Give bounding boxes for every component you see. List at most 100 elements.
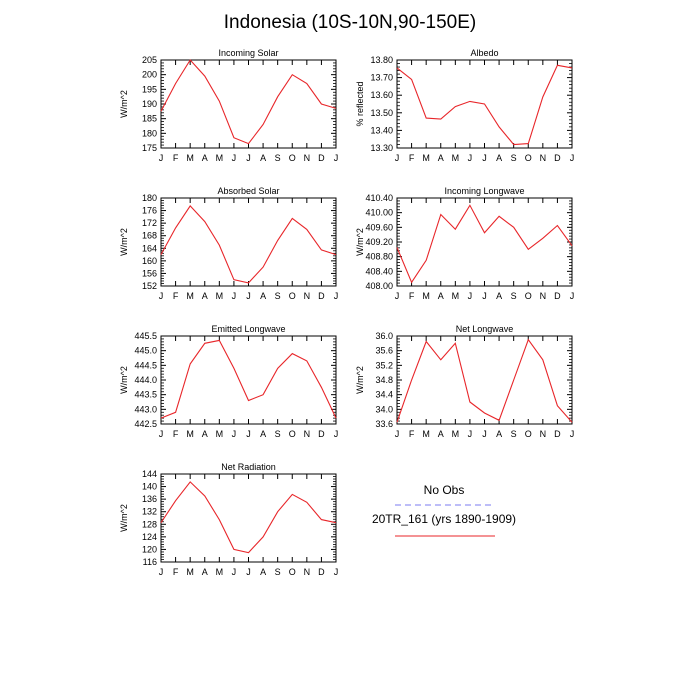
x-tick-label: J: [232, 429, 237, 439]
x-tick-label: J: [334, 153, 339, 163]
series-line: [396, 204, 573, 284]
x-tick-label: N: [540, 153, 547, 163]
y-tick-label: 190: [142, 99, 157, 109]
y-tick-label: 445.0: [134, 346, 157, 356]
y-tick-label: 410.40: [365, 193, 393, 203]
x-tick-label: S: [511, 291, 517, 301]
x-tick-label: J: [334, 429, 339, 439]
y-tick-label: 140: [142, 482, 157, 492]
x-tick-label: A: [260, 567, 266, 577]
x-tick-label: J: [246, 153, 251, 163]
y-tick-label: 409.60: [365, 222, 393, 232]
x-tick-label: M: [216, 153, 224, 163]
panel-title: Incoming Longwave: [444, 186, 524, 196]
x-tick-label: J: [232, 291, 237, 301]
panel-title: Net Radiation: [221, 462, 276, 472]
x-tick-label: J: [334, 291, 339, 301]
x-tick-label: A: [260, 429, 266, 439]
panel-frame: [396, 197, 573, 287]
panel-title: Emitted Longwave: [211, 324, 285, 334]
x-tick-label: D: [318, 153, 325, 163]
y-tick-label: 443.0: [134, 404, 157, 414]
y-tick-label: 175: [142, 143, 157, 153]
x-tick-label: D: [554, 429, 561, 439]
y-axis-label: W/m^2: [119, 90, 129, 118]
x-tick-label: M: [186, 429, 194, 439]
x-tick-label: M: [216, 429, 224, 439]
x-tick-label: D: [318, 291, 325, 301]
x-tick-label: O: [289, 429, 296, 439]
x-tick-label: J: [232, 567, 237, 577]
x-tick-label: J: [246, 567, 251, 577]
x-tick-label: J: [246, 291, 251, 301]
x-tick-label: N: [304, 291, 311, 301]
y-tick-label: 410.00: [365, 208, 393, 218]
panel-emitted-longwave: Emitted Longwave 442.5 443.0 443.5 444.0 444.…: [119, 324, 338, 439]
panel-title: Absorbed Solar: [217, 186, 279, 196]
x-tick-label: S: [275, 291, 281, 301]
x-tick-label: O: [289, 567, 296, 577]
y-tick-label: 13.40: [370, 125, 393, 135]
panel-title: Net Longwave: [456, 324, 514, 334]
x-tick-label: F: [173, 567, 179, 577]
y-tick-label: 128: [142, 519, 157, 529]
x-tick-label: A: [438, 153, 444, 163]
x-tick-label: F: [173, 429, 179, 439]
y-tick-label: 443.5: [134, 390, 157, 400]
y-tick-label: 144: [142, 469, 157, 479]
x-tick-label: J: [395, 153, 400, 163]
x-tick-label: S: [511, 153, 517, 163]
y-tick-label: 35.6: [375, 346, 393, 356]
y-axis-label: W/m^2: [355, 228, 365, 256]
y-tick-label: 180: [142, 128, 157, 138]
x-tick-label: J: [159, 429, 164, 439]
x-tick-label: J: [468, 153, 473, 163]
y-tick-label: 176: [142, 206, 157, 216]
x-tick-label: M: [216, 567, 224, 577]
panel-net-longwave: Net Longwave 33.6 34.0 34.4 34.8 35.2 35.6 36.0…: [355, 324, 574, 439]
y-tick-label: 444.0: [134, 375, 157, 385]
x-tick-label: D: [554, 153, 561, 163]
x-tick-label: M: [186, 567, 194, 577]
x-tick-label: F: [409, 291, 415, 301]
y-tick-label: 120: [142, 544, 157, 554]
y-tick-label: 34.8: [375, 375, 393, 385]
y-tick-label: 124: [142, 532, 157, 542]
panel-title: Incoming Solar: [218, 48, 278, 58]
x-tick-label: A: [202, 291, 208, 301]
x-tick-label: A: [260, 291, 266, 301]
x-tick-label: J: [232, 153, 237, 163]
x-tick-label: A: [202, 429, 208, 439]
x-tick-label: J: [159, 567, 164, 577]
y-tick-label: 35.2: [375, 360, 393, 370]
x-tick-label: J: [570, 153, 575, 163]
x-tick-label: M: [452, 153, 460, 163]
x-tick-label: F: [409, 153, 415, 163]
x-tick-label: O: [525, 429, 532, 439]
x-tick-label: A: [438, 291, 444, 301]
x-tick-label: J: [395, 291, 400, 301]
x-tick-label: O: [289, 291, 296, 301]
y-axis-label: W/m^2: [355, 366, 365, 394]
x-tick-label: D: [554, 291, 561, 301]
x-tick-label: A: [496, 429, 502, 439]
x-tick-label: N: [540, 291, 547, 301]
x-tick-label: J: [482, 153, 487, 163]
panel-frame: [160, 59, 337, 149]
y-axis-label: W/m^2: [119, 366, 129, 394]
y-tick-label: 172: [142, 218, 157, 228]
series-line: [160, 59, 337, 145]
x-tick-label: J: [334, 567, 339, 577]
y-tick-label: 34.0: [375, 404, 393, 414]
panel-frame: [160, 335, 337, 425]
x-tick-label: S: [511, 429, 517, 439]
y-tick-label: 445.5: [134, 331, 157, 341]
x-tick-label: J: [482, 429, 487, 439]
x-tick-label: N: [304, 429, 311, 439]
x-tick-label: N: [304, 153, 311, 163]
